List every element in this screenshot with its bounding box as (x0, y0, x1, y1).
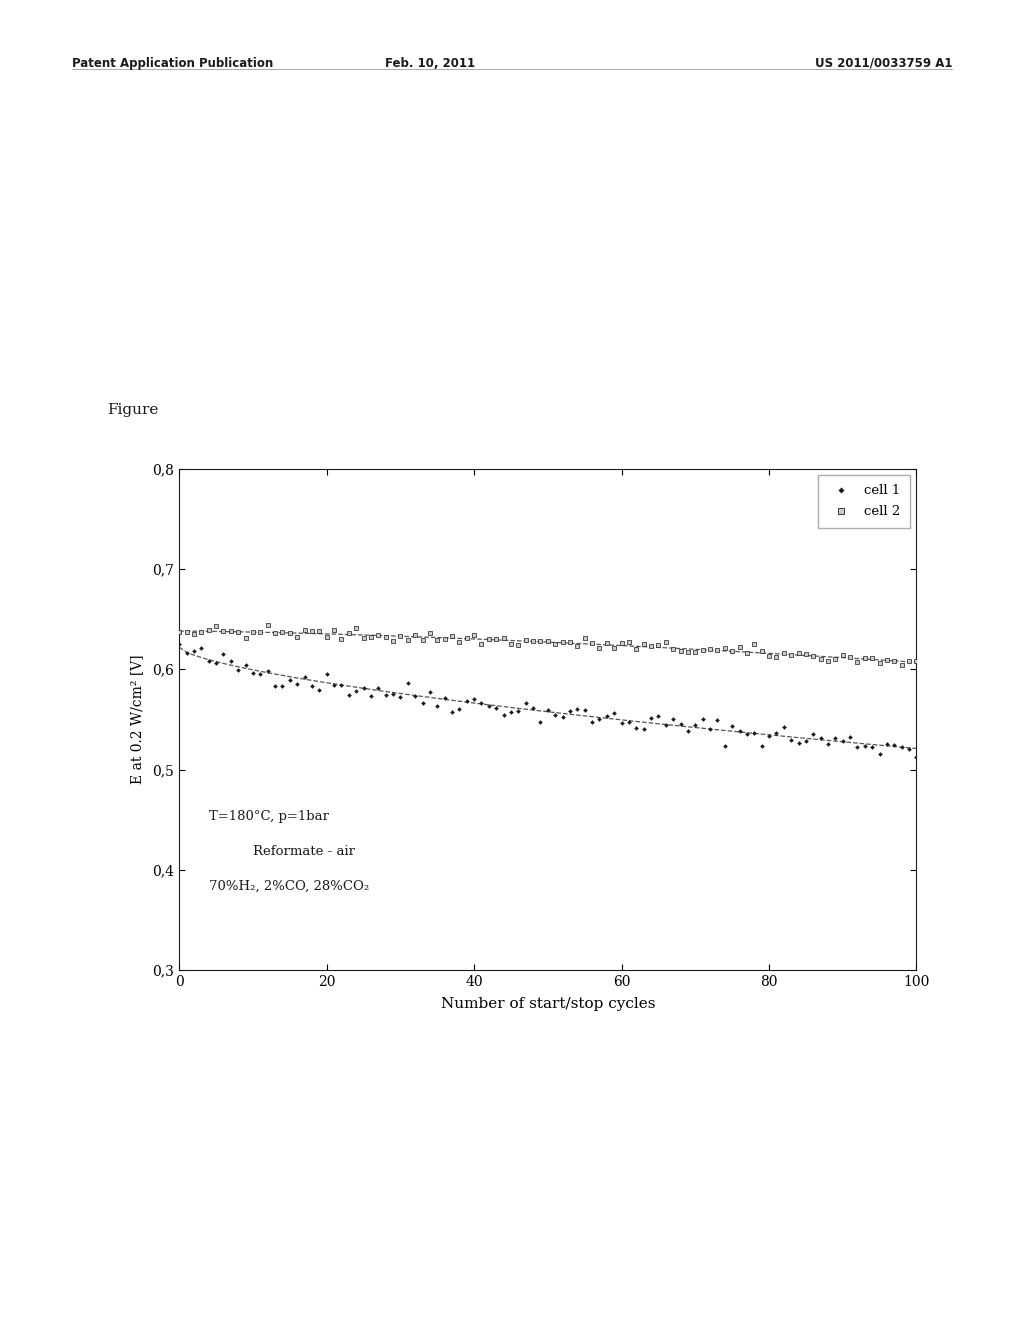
Legend: cell 1, cell 2: cell 1, cell 2 (818, 475, 910, 528)
Text: Patent Application Publication: Patent Application Publication (72, 57, 273, 70)
Text: T=180°C, p=1bar: T=180°C, p=1bar (209, 809, 329, 822)
Text: Feb. 10, 2011: Feb. 10, 2011 (385, 57, 475, 70)
Text: Reformate - air: Reformate - air (253, 845, 355, 858)
Text: 70%H₂, 2%CO, 28%CO₂: 70%H₂, 2%CO, 28%CO₂ (209, 880, 369, 892)
Text: US 2011/0033759 A1: US 2011/0033759 A1 (815, 57, 952, 70)
Text: Figure: Figure (108, 403, 159, 417)
X-axis label: Number of start/stop cycles: Number of start/stop cycles (440, 998, 655, 1011)
Y-axis label: E at 0.2 W/cm² [V]: E at 0.2 W/cm² [V] (130, 655, 144, 784)
